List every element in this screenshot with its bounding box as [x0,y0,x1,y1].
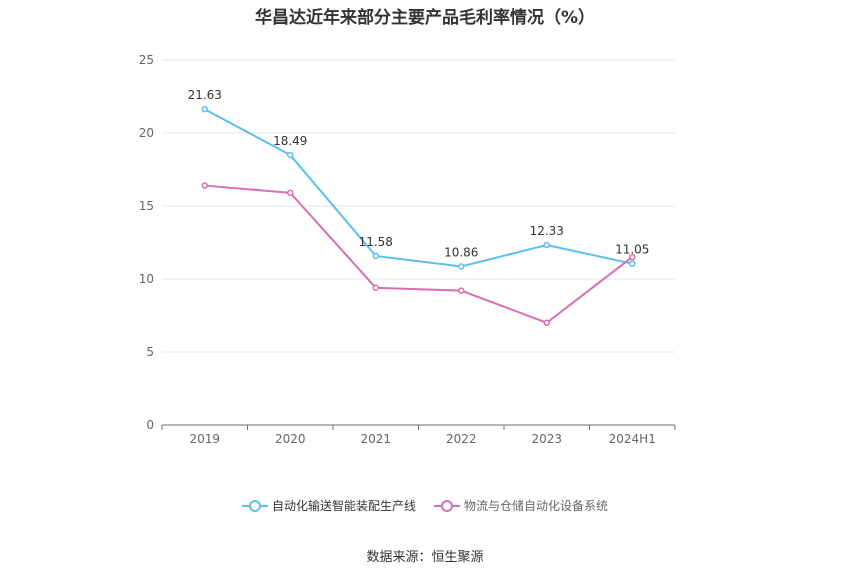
data-point [543,241,550,249]
data-point [458,287,465,294]
x-tick-label: 2020 [275,432,306,446]
data-label: 11.58 [359,235,393,249]
grid-lines [162,59,675,353]
data-point [287,151,294,159]
series-line [204,108,633,268]
data-point [201,105,208,113]
data-label: 12.33 [530,224,564,238]
x-tick-label: 2024H1 [609,432,656,446]
chart-title: 华昌达近年来部分主要产品毛利率情况（%） [254,8,596,28]
legend: 自动化输送智能装配生产线 物流与仓储自动化设备系统 [0,497,850,514]
y-tick-label: 25 [139,53,154,67]
data-label: 10.86 [444,245,478,259]
y-tick-label: 0 [146,418,154,432]
data-point [372,252,379,260]
data-label: 11.05 [615,243,649,257]
data-labels: 21.63 18.49 11.58 10.86 12.33 11.05 [188,88,650,259]
y-tick-label: 15 [139,199,154,213]
data-point [629,253,636,261]
legend-marker-icon [241,499,268,512]
y-tick-label: 10 [139,272,154,286]
x-tick-label: 2021 [360,432,391,446]
data-label: 21.63 [188,88,222,102]
data-point [543,319,550,327]
x-tick-label: 2019 [189,432,220,446]
y-tick-label: 5 [146,345,154,359]
y-tick-label: 20 [139,126,154,140]
data-point [372,284,379,292]
data-point [201,182,208,189]
data-label: 18.49 [273,134,307,148]
legend-item[interactable]: 物流与仓储自动化设备系统 [434,497,608,514]
legend-label: 自动化输送智能装配生产线 [271,499,416,513]
legend-marker-icon [434,499,460,512]
x-tick-label: 2023 [531,432,562,446]
source-note: 数据来源：恒生聚源 [366,550,484,565]
legend-label: 物流与仓储自动化设备系统 [464,499,609,513]
series-lines [201,105,636,327]
data-point [629,260,636,267]
series-line [204,184,633,324]
data-point [287,189,294,197]
axes: 0 5 10 15 20 25 2019 2020 2021 2022 2023 2024H1 [139,53,676,446]
legend-item[interactable]: 自动化输送智能装配生产线 [241,497,416,514]
x-tick-label: 2022 [446,432,477,446]
data-point [458,263,465,270]
